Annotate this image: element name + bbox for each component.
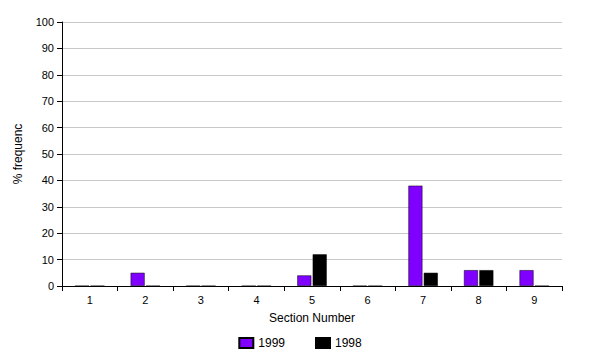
svg-text:Section Number: Section Number [269, 311, 355, 325]
svg-text:0: 0 [48, 280, 54, 292]
svg-text:8: 8 [476, 294, 482, 306]
svg-text:40: 40 [42, 174, 54, 186]
svg-text:4: 4 [253, 294, 259, 306]
svg-text:7: 7 [420, 294, 426, 306]
svg-text:1998: 1998 [335, 336, 362, 350]
svg-text:20: 20 [42, 227, 54, 239]
svg-text:2: 2 [142, 294, 148, 306]
svg-text:100: 100 [36, 16, 54, 28]
svg-text:80: 80 [42, 69, 54, 81]
svg-text:1999: 1999 [258, 336, 285, 350]
svg-text:6: 6 [364, 294, 370, 306]
svg-text:1: 1 [87, 294, 93, 306]
svg-text:60: 60 [42, 122, 54, 134]
svg-text:10: 10 [42, 254, 54, 266]
svg-text:9: 9 [531, 294, 537, 306]
svg-text:30: 30 [42, 201, 54, 213]
svg-text:5: 5 [309, 294, 315, 306]
svg-text:% frequenc: % frequenc [11, 124, 25, 185]
svg-text:3: 3 [198, 294, 204, 306]
svg-text:70: 70 [42, 95, 54, 107]
svg-text:50: 50 [42, 148, 54, 160]
svg-text:90: 90 [42, 42, 54, 54]
